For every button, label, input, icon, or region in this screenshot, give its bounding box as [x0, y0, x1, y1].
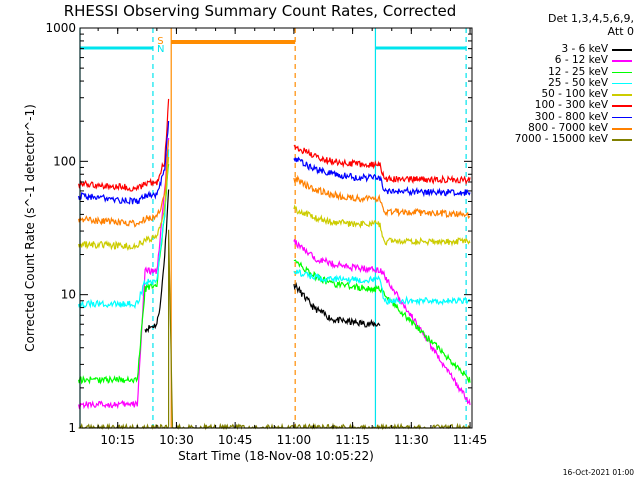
series-line — [293, 156, 471, 198]
legend-label: 6 - 12 keV — [554, 54, 608, 67]
y-tick-label: 10 — [61, 288, 76, 302]
series-line — [78, 140, 170, 228]
legend-swatch — [612, 94, 632, 96]
plot-frame — [79, 27, 473, 429]
series-line — [293, 269, 471, 307]
x-tick-label: 10:30 — [159, 433, 194, 447]
series-line — [78, 149, 170, 310]
y-tick-label: 100 — [53, 154, 76, 168]
x-tick-label: 11:15 — [335, 433, 370, 447]
night-flag: N — [157, 44, 164, 55]
chart-title: RHESSI Observing Summary Count Rates, Co… — [63, 2, 457, 20]
series-line — [144, 189, 170, 334]
legend-entry: 7000 - 15000 keV — [482, 134, 636, 145]
generated-timestamp: 16-Oct-2021 01:00 — [562, 468, 634, 477]
detector-list: Det 1,3,4,5,6,9, — [547, 12, 634, 25]
series-line — [78, 137, 170, 410]
legend-swatch — [612, 128, 632, 130]
series-line — [293, 204, 471, 247]
y-tick-label: 1000 — [45, 21, 76, 35]
series-line — [78, 163, 170, 385]
legend-entry: 300 - 800 keV — [482, 110, 636, 123]
legend-entry: 800 - 7000 keV — [482, 122, 636, 135]
series-line — [293, 174, 471, 219]
legend-swatch — [612, 116, 632, 119]
series-line — [78, 120, 170, 205]
legend-label: 300 - 800 keV — [534, 110, 608, 123]
series-line — [78, 156, 170, 252]
legend-label: 800 - 7000 keV — [528, 122, 608, 135]
y-tick-label: 1 — [68, 421, 76, 435]
legend-entry: 25 - 50 keV — [482, 76, 636, 89]
attenuator-state: Att 0 — [607, 25, 634, 38]
x-axis-label: Start Time (18-Nov-08 10:05:22) — [178, 449, 374, 463]
legend-label: 12 - 25 keV — [548, 65, 608, 78]
x-tick-label: 10:45 — [218, 433, 253, 447]
x-tick-label: 11:45 — [453, 433, 488, 447]
legend-label: 3 - 6 keV — [561, 43, 608, 55]
legend-swatch — [612, 60, 632, 62]
legend-label: 25 - 50 keV — [548, 76, 608, 89]
legend-swatch — [612, 82, 632, 85]
legend-entry: 12 - 25 keV — [482, 65, 636, 78]
series-line — [293, 282, 381, 328]
series-line — [293, 239, 471, 406]
legend-swatch — [612, 71, 632, 74]
legend-swatch — [612, 105, 632, 107]
y-axis-label: Corrected Count Rate (s^-1 detector^-1) — [23, 104, 37, 352]
legend-swatch — [612, 49, 632, 51]
legend-label: 7000 - 15000 keV — [514, 133, 608, 146]
legend-entry: 3 - 6 keV — [482, 43, 636, 55]
series-line — [78, 98, 170, 192]
x-tick-label: 10:15 — [100, 433, 135, 447]
legend-swatch — [612, 139, 632, 141]
x-tick-label: 11:00 — [277, 433, 312, 447]
legend-label: 100 - 300 keV — [534, 99, 608, 112]
legend-entry: 6 - 12 keV — [482, 54, 636, 67]
series-line — [293, 144, 471, 186]
legend-label: 50 - 100 keV — [541, 88, 608, 101]
legend: 3 - 6 keV 6 - 12 keV 12 - 25 keV 25 - 50 ke… — [482, 43, 636, 146]
saa-flag: S — [157, 36, 163, 47]
legend-entry: 100 - 300 keV — [482, 100, 636, 111]
x-tick-label: 11:30 — [394, 433, 429, 447]
legend-entry: 50 - 100 keV — [482, 88, 636, 101]
